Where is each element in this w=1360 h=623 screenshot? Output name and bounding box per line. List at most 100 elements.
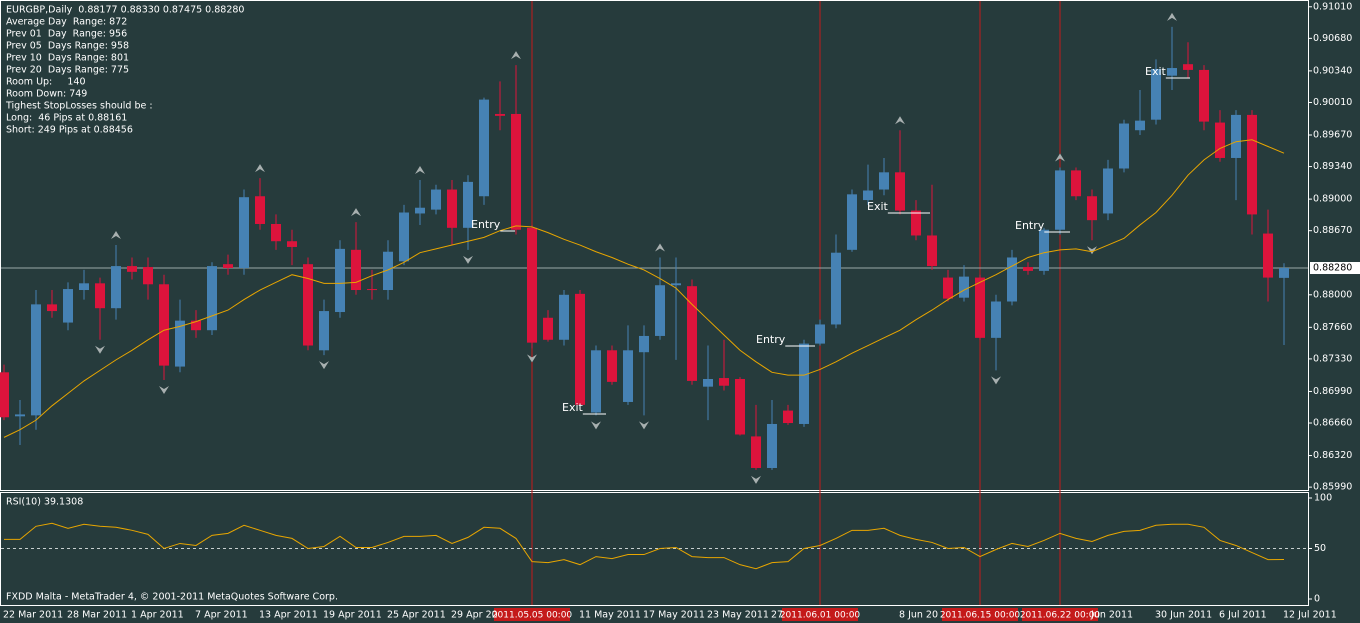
info-line: Prev 20 Days Range: 775 bbox=[6, 65, 129, 76]
marker-label-bg bbox=[782, 608, 858, 621]
y-tick-label: 100 bbox=[1314, 493, 1332, 504]
x-tick-label: 7 Apr 2011 bbox=[195, 610, 248, 621]
x-tick-label: 29 Apr 20 bbox=[451, 610, 498, 621]
rsi-line bbox=[4, 522, 1285, 570]
candle-body bbox=[1199, 69, 1209, 122]
candle-body bbox=[415, 207, 425, 214]
annotation: Entry bbox=[756, 333, 786, 346]
fractal-up bbox=[111, 231, 121, 240]
y-tick-label: 0.89000 bbox=[1313, 194, 1352, 205]
candle-body bbox=[1135, 120, 1145, 131]
fractal-up bbox=[655, 243, 665, 252]
candle-body bbox=[607, 350, 617, 382]
candle-body bbox=[911, 210, 921, 236]
candle-body bbox=[351, 249, 361, 291]
candle-body bbox=[687, 286, 697, 381]
y-tick-label: 0.86990 bbox=[1313, 386, 1352, 397]
y-tick-label: 0.87660 bbox=[1313, 322, 1352, 333]
x-tick-label: 25 Apr 2011 bbox=[387, 610, 446, 621]
candle-body bbox=[767, 423, 777, 468]
x-tick-label: 12 Jul 2011 bbox=[1283, 610, 1337, 621]
fractal-up bbox=[1055, 153, 1065, 162]
candle-body bbox=[1087, 196, 1097, 221]
candle-body bbox=[1247, 114, 1257, 215]
candle-body bbox=[63, 289, 73, 323]
y-tick-label: 0.90010 bbox=[1313, 97, 1352, 108]
candle-body bbox=[815, 324, 825, 344]
fractal-up bbox=[511, 51, 521, 60]
fractal-down bbox=[1087, 246, 1097, 255]
annotation: Entry bbox=[1015, 219, 1045, 232]
marker-label: 2011.05.05 00:00 bbox=[492, 611, 573, 621]
candle-body bbox=[255, 196, 265, 224]
y-tick-label: 0.85990 bbox=[1313, 482, 1352, 493]
info-line: Average Day Range: 872 bbox=[6, 17, 127, 28]
x-tick-label: 22 Mar 2011 bbox=[3, 610, 63, 621]
candle-body bbox=[1263, 233, 1273, 278]
x-tick-label: 19 Apr 2011 bbox=[323, 610, 382, 621]
candle-body bbox=[1231, 114, 1241, 158]
x-tick-label: 27 bbox=[771, 610, 783, 621]
candle-body bbox=[879, 172, 889, 190]
candle-body bbox=[207, 266, 217, 331]
candle-body bbox=[15, 414, 25, 417]
x-tick-label: 17 May 2011 bbox=[643, 610, 705, 621]
fractal-down bbox=[463, 255, 473, 264]
candle-body bbox=[959, 276, 969, 298]
candle-body bbox=[303, 264, 313, 346]
candle-body bbox=[1039, 229, 1049, 271]
fractal-up bbox=[255, 164, 265, 173]
y-tick-label: 0.87330 bbox=[1313, 353, 1352, 364]
x-tick-label: 6 Jul 2011 bbox=[1219, 610, 1267, 621]
fractal-up bbox=[351, 208, 361, 217]
y-tick-label: 0.91010 bbox=[1313, 1, 1352, 12]
candle-body bbox=[1151, 68, 1161, 120]
candle-body bbox=[495, 113, 505, 116]
x-tick-label: 13 Apr 2011 bbox=[259, 610, 318, 621]
candle-body bbox=[127, 266, 137, 272]
candle-body bbox=[175, 320, 185, 367]
x-tick-label: 11 May 2011 bbox=[579, 610, 641, 621]
candle-body bbox=[159, 284, 169, 366]
marker-label-bg bbox=[942, 608, 1018, 621]
info-line: Prev 01 Day Range: 956 bbox=[6, 29, 127, 40]
info-line: Long: 46 Pips at 0.88161 bbox=[6, 113, 127, 124]
candle-body bbox=[431, 189, 441, 210]
current-price-label: 0.88280 bbox=[1313, 263, 1352, 274]
candle-body bbox=[527, 227, 537, 343]
info-line: Prev 05 Days Range: 958 bbox=[6, 41, 129, 52]
candle-body bbox=[511, 113, 521, 230]
fractal-down bbox=[991, 376, 1001, 385]
y-tick-label: 0.88000 bbox=[1313, 289, 1352, 300]
y-tick-label: 0.88670 bbox=[1313, 225, 1352, 236]
moving-average bbox=[3, 139, 1285, 438]
candle-body bbox=[895, 172, 905, 211]
candle-body bbox=[111, 266, 121, 309]
candle-body bbox=[79, 283, 89, 291]
info-line: Room Up: 140 bbox=[6, 77, 86, 88]
fractal-up bbox=[415, 165, 425, 174]
candle-body bbox=[367, 289, 377, 291]
x-tick-label: 30 Jun 2011 bbox=[1155, 610, 1212, 621]
candle-body bbox=[655, 285, 665, 336]
y-tick-label: 0.90680 bbox=[1313, 33, 1352, 44]
candle-body bbox=[95, 283, 105, 309]
marker-label: 2011.06.15 00:00 bbox=[940, 611, 1021, 621]
candle-body bbox=[703, 379, 713, 387]
candle-body bbox=[751, 436, 761, 468]
fractal-down bbox=[319, 361, 329, 370]
chart-title: EURGBP,Daily 0.88177 0.88330 0.87475 0.8… bbox=[6, 5, 244, 16]
fractal-down bbox=[639, 421, 649, 430]
marker-label: 2011.06.01 00:00 bbox=[780, 611, 861, 621]
candle-body bbox=[1103, 168, 1113, 214]
marker-label-bg bbox=[494, 608, 570, 621]
marker-label-bg bbox=[1022, 608, 1098, 621]
y-tick-label: 0.89670 bbox=[1313, 130, 1352, 141]
y-tick-label: 0.89340 bbox=[1313, 161, 1352, 172]
candle-body bbox=[1183, 64, 1193, 70]
candle-body bbox=[943, 277, 953, 299]
candle-body bbox=[783, 410, 793, 424]
info-line: Room Down: 749 bbox=[6, 89, 87, 100]
candle-body bbox=[735, 379, 745, 435]
